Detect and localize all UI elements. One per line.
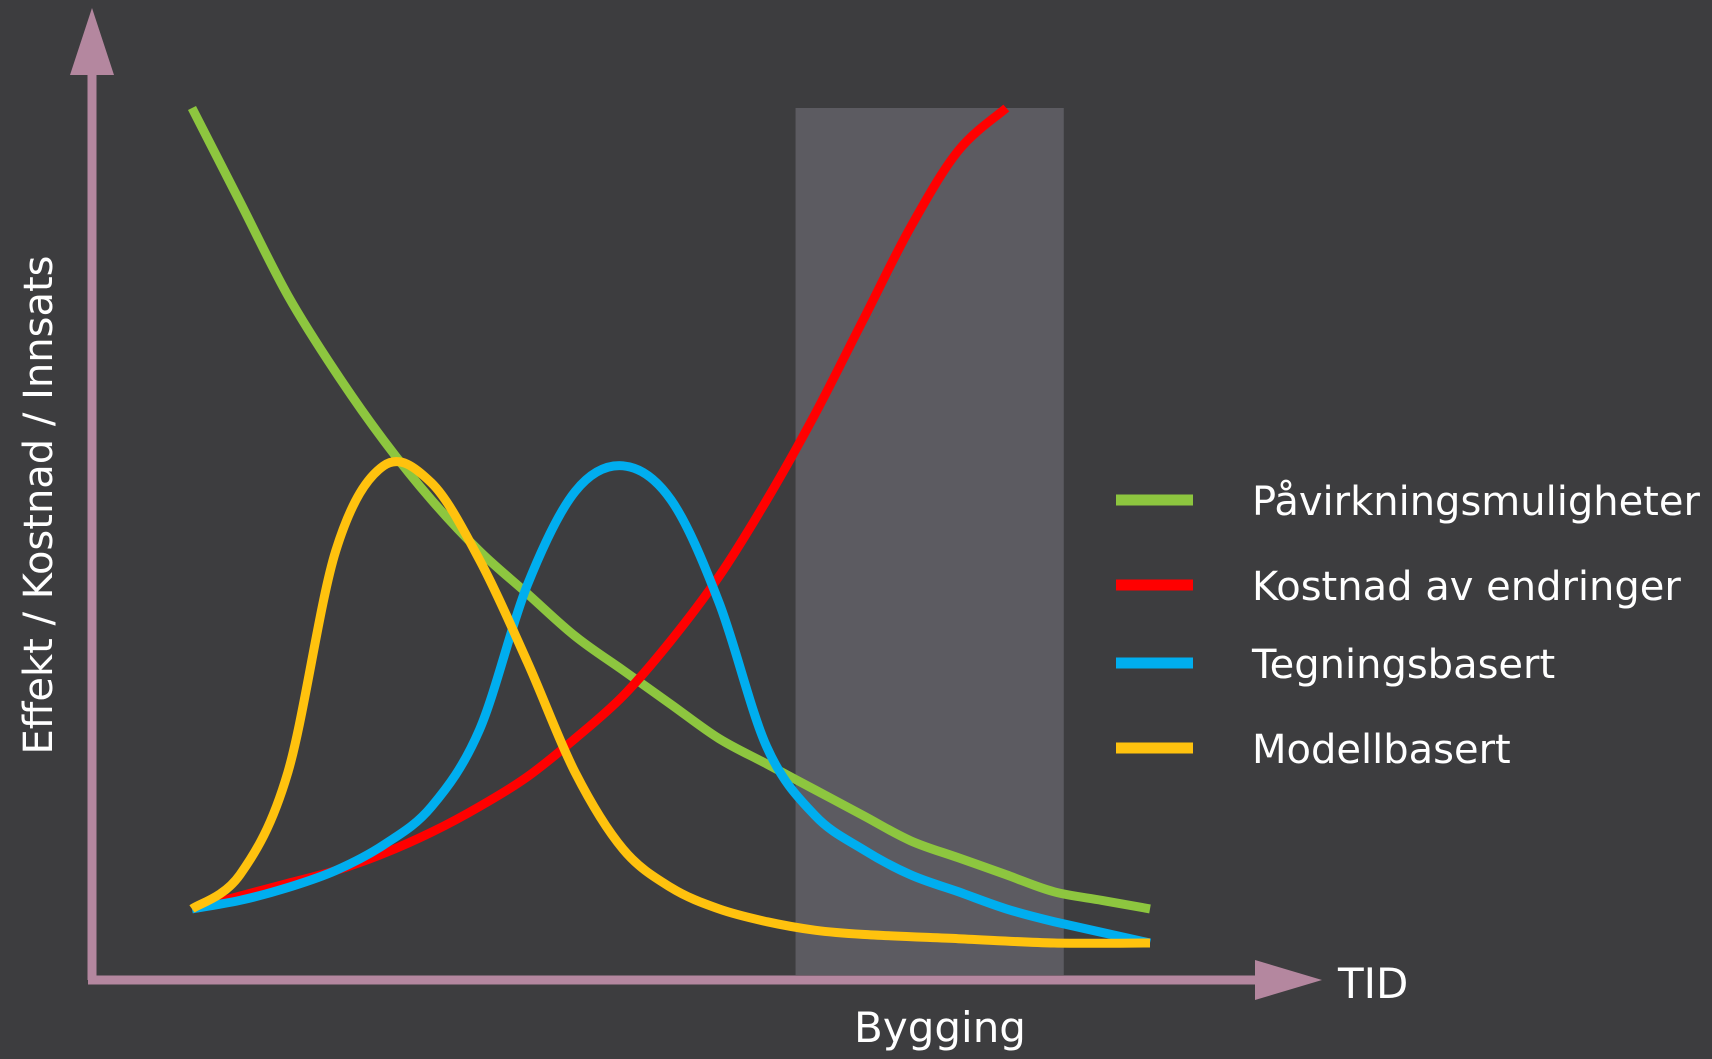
x-axis-label: TID <box>1337 959 1408 1008</box>
legend-label-pavirkningsmuligheter: Påvirkningsmuligheter <box>1252 479 1700 525</box>
band-label: Bygging <box>854 1003 1026 1052</box>
series-layer <box>187 104 1151 948</box>
highlight-band-layer <box>795 108 1064 975</box>
highlight-band <box>795 108 1064 975</box>
x-axis-arrow-icon <box>1255 960 1322 1000</box>
legend-label-tegningsbasert: Tegningsbasert <box>1251 642 1555 688</box>
legend: Påvirkningsmuligheter Kostnad av endringe… <box>1116 479 1700 773</box>
series-line-modellbasert <box>189 457 1151 948</box>
series-line-tegningsbasert <box>191 461 1151 948</box>
axes: TID Effekt / Kostnad / Innsats Bygging <box>16 8 1408 1052</box>
y-axis-label: Effekt / Kostnad / Innsats <box>16 256 62 755</box>
legend-label-modellbasert: Modellbasert <box>1252 727 1511 773</box>
legend-label-kostnad-av-endringer: Kostnad av endringer <box>1252 564 1681 610</box>
y-axis-arrow-icon <box>70 8 114 75</box>
